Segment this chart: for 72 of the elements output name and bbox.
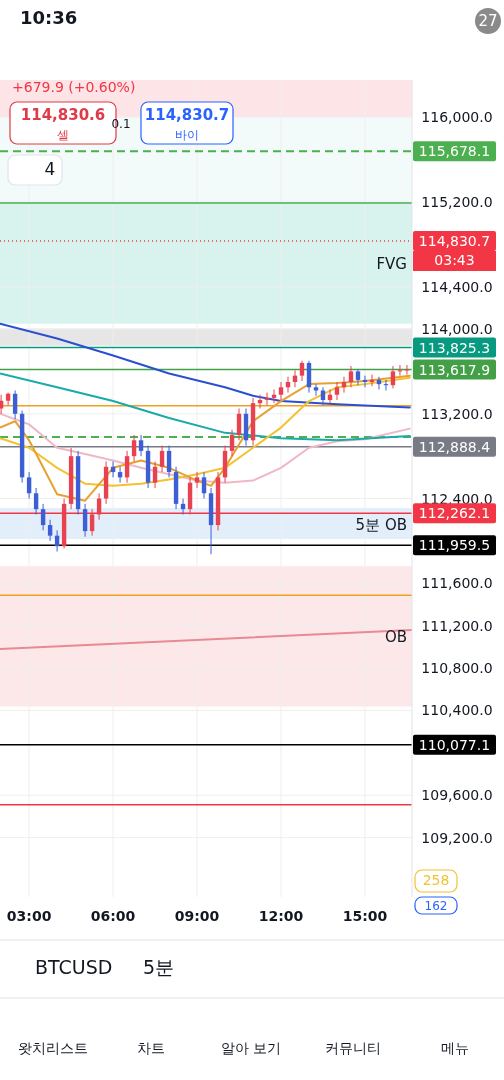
y-tick-label: 110,400.0 xyxy=(421,702,493,719)
x-tick-label: 03:00 xyxy=(6,908,52,924)
band-label: OB xyxy=(384,628,407,647)
candlestick xyxy=(40,503,46,531)
candlestick xyxy=(166,445,172,478)
text: 03:43 xyxy=(434,252,475,268)
candlestick xyxy=(26,471,32,500)
candlestick xyxy=(229,429,235,457)
candlestick xyxy=(82,503,88,538)
candlestick xyxy=(320,386,326,406)
line-series xyxy=(0,372,411,442)
annotation: 셀 xyxy=(57,128,69,142)
text: 메뉴 xyxy=(441,1040,469,1056)
y-tick-label: 110,800.0 xyxy=(421,660,493,677)
text: 10:36 xyxy=(20,7,78,28)
y-tick-label: 109,200.0 xyxy=(421,829,493,846)
ref-line-label: 113,825.3 xyxy=(418,339,491,356)
candlestick xyxy=(33,487,39,515)
annotation: 4 xyxy=(44,159,56,179)
y-tick-label: 116,000.0 xyxy=(421,109,493,126)
annotation: 0.1 xyxy=(111,117,131,131)
candlestick xyxy=(404,364,410,376)
line-series xyxy=(0,322,411,409)
y-tick-label: 114,400.0 xyxy=(421,278,493,295)
text: 왓치리스트 xyxy=(18,1040,88,1056)
candlestick xyxy=(278,381,284,401)
annotation: 바이 xyxy=(175,128,199,142)
x-tick-label: 15:00 xyxy=(342,908,388,924)
x-tick-label: 06:00 xyxy=(90,908,136,924)
y-tick-label: 113,200.0 xyxy=(421,405,493,422)
candlestick xyxy=(12,389,18,420)
candlestick xyxy=(299,360,305,382)
candlestick xyxy=(124,450,130,484)
candlestick xyxy=(334,381,340,401)
candlestick xyxy=(152,460,158,489)
y-tick-label: 111,200.0 xyxy=(421,617,493,634)
ref-line-label: 115,678.1 xyxy=(418,143,491,160)
annotation: +679.9 (+0.60%) xyxy=(12,79,136,95)
candlestick xyxy=(194,471,200,489)
candlestick xyxy=(201,471,207,500)
y-tick-label: 109,600.0 xyxy=(421,787,493,804)
ref-line-label: 113,617.9 xyxy=(418,361,491,378)
x-tick-label: 09:00 xyxy=(174,908,220,924)
ref-line-label: 112,888.4 xyxy=(418,438,491,455)
ref-line-label: 111,959.5 xyxy=(418,537,491,554)
text: 알아 보기 xyxy=(220,1040,282,1056)
candlestick xyxy=(138,434,144,457)
y-tick-label: 114,000.0 xyxy=(421,321,493,338)
candlestick xyxy=(390,365,396,389)
line-series xyxy=(0,412,411,484)
y-tick-label: 112,400.0 xyxy=(421,490,493,507)
annotation: 114,830.6 xyxy=(20,106,106,124)
ref-line-label: 110,077.1 xyxy=(418,736,491,753)
candlestick xyxy=(131,434,137,462)
text: 커뮤니티 xyxy=(325,1040,381,1056)
y-tick-label: 115,200.0 xyxy=(421,193,493,210)
text: 5분 xyxy=(143,956,175,978)
text: BTCUSD xyxy=(35,956,113,978)
text: 258 xyxy=(422,872,450,888)
candlestick xyxy=(47,519,53,542)
text: 162 xyxy=(424,899,448,913)
ref-line-label: 114,830.7 xyxy=(418,232,491,249)
x-tick-label: 12:00 xyxy=(258,908,304,924)
candlestick xyxy=(159,445,165,473)
candlestick xyxy=(348,365,354,388)
candlestick xyxy=(236,408,242,441)
band-label: 5분 OB xyxy=(355,515,407,534)
y-tick-label: 111,600.0 xyxy=(421,575,493,592)
band-label: FVG xyxy=(376,255,407,274)
text: 차트 xyxy=(137,1040,165,1056)
ref-line-label: 112,262.1 xyxy=(418,505,491,522)
annotation: 114,830.7 xyxy=(144,106,230,124)
